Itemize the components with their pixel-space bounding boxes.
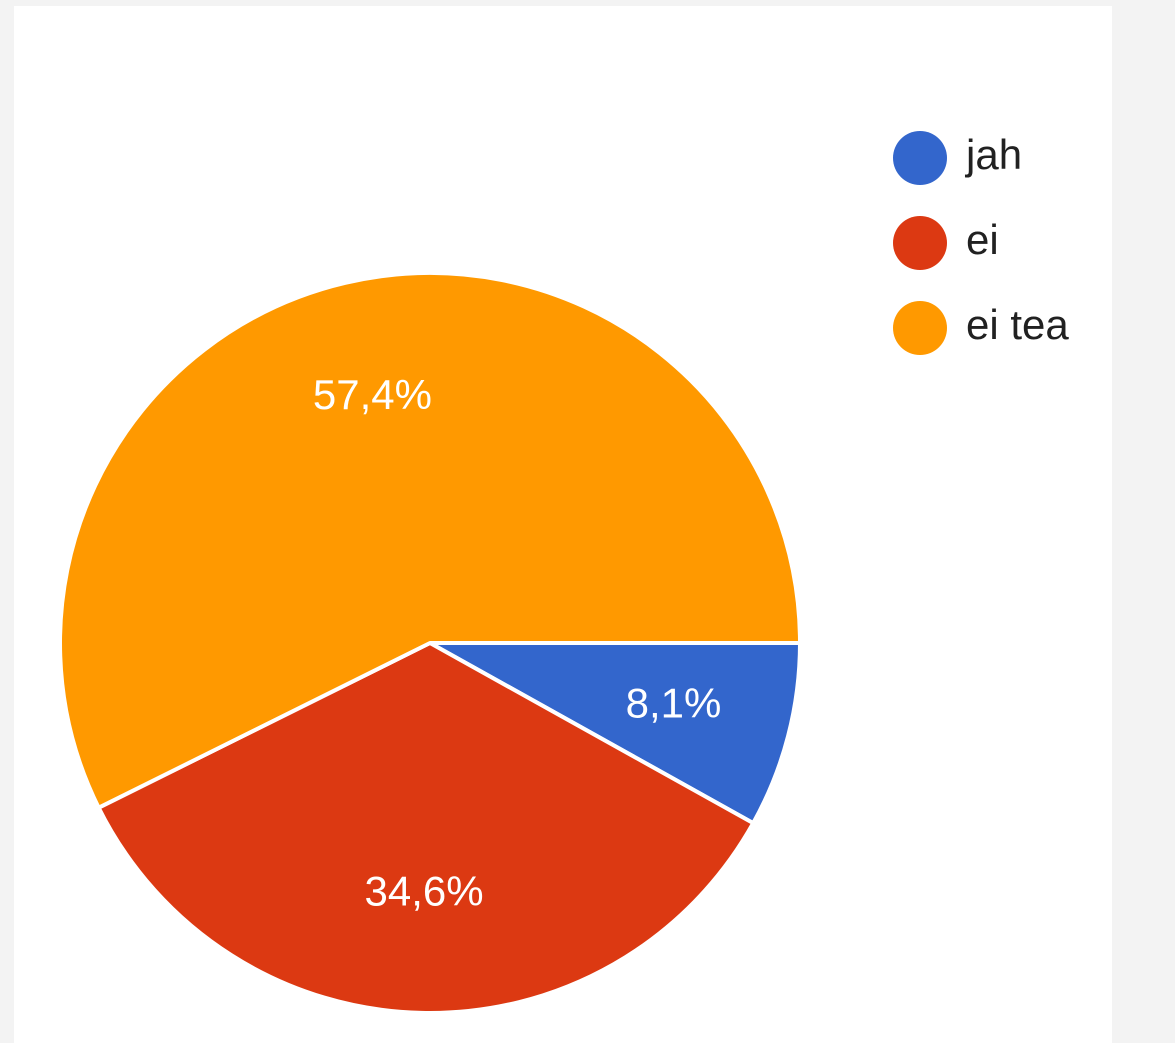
pie-chart: 8,1% 34,6% 57,4% jah ei ei tea	[58, 131, 1069, 1015]
legend-label: ei	[966, 216, 999, 263]
legend: jah ei ei tea	[893, 131, 1069, 355]
slice-label-ei: 34,6%	[365, 868, 484, 915]
legend-label: jah	[964, 131, 1022, 178]
pie-slice-labels: 8,1% 34,6% 57,4%	[313, 371, 721, 914]
legend-swatch	[893, 301, 947, 355]
pie-slice-ei-tea	[58, 271, 802, 810]
chart-card: 8,1% 34,6% 57,4% jah ei ei tea	[14, 6, 1112, 1043]
legend-item-ei: ei	[893, 216, 999, 270]
legend-item-ei-tea: ei tea	[893, 301, 1069, 355]
slice-label-ei-tea: 57,4%	[313, 371, 432, 418]
legend-item-jah: jah	[893, 131, 1022, 185]
legend-swatch	[893, 131, 947, 185]
legend-label: ei tea	[966, 301, 1069, 348]
pie-slices	[58, 271, 802, 1015]
pie-slice-jah	[428, 641, 802, 826]
legend-swatch	[893, 216, 947, 270]
pie-slice-ei	[96, 641, 756, 1015]
slice-label-jah: 8,1%	[626, 679, 722, 726]
